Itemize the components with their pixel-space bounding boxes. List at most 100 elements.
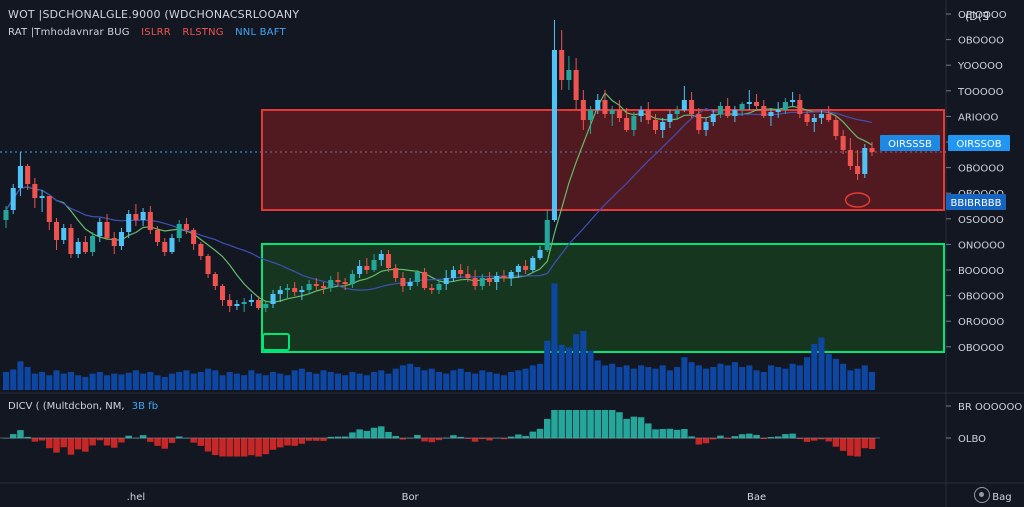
volume-bar — [472, 373, 479, 390]
histogram-bar — [479, 438, 486, 440]
candle-body — [790, 100, 796, 102]
volume-bar — [46, 375, 53, 390]
candle-body — [811, 118, 817, 122]
histogram-bar — [854, 438, 861, 457]
candle-body — [422, 272, 428, 288]
volume-bar — [804, 357, 811, 390]
volume-bar — [334, 373, 341, 390]
candle-body — [205, 256, 211, 274]
volume-bar — [832, 358, 839, 390]
candle-body — [357, 266, 363, 274]
candle-body — [313, 284, 319, 286]
histogram-bar — [53, 438, 60, 453]
candle-body — [270, 294, 276, 304]
volume-bar — [515, 370, 522, 390]
y-tick-label: OBOOOO — [958, 343, 1004, 354]
histogram-bar — [349, 432, 356, 439]
candle-body — [667, 114, 673, 122]
candle-body — [797, 100, 803, 114]
histogram-bar — [637, 417, 645, 439]
volume-bar — [82, 376, 89, 390]
histogram-bar — [67, 438, 75, 455]
candle-body — [393, 268, 399, 278]
volume-bar — [818, 337, 825, 390]
histogram-bar — [276, 438, 284, 448]
histogram-bar — [161, 438, 169, 449]
candle-body — [342, 282, 348, 284]
volume-bar — [24, 367, 31, 390]
histogram-bar — [269, 438, 277, 450]
histogram-bar — [38, 438, 46, 441]
histogram-bar — [529, 431, 537, 439]
volume-bar — [854, 368, 861, 390]
indicator-title: DICV ( (Multdcbon, NM, — [8, 401, 125, 412]
histogram-bar — [298, 438, 306, 444]
volume-bar — [60, 373, 67, 390]
histogram-bar — [74, 438, 82, 450]
candle-body — [580, 100, 586, 120]
histogram-bar — [811, 438, 818, 441]
symbol-header: WOT |SDCHONALGLE.9000 (WDCHONACSRLOOANY — [8, 8, 300, 21]
volume-bar — [17, 361, 24, 390]
volume-bar — [118, 374, 125, 390]
histogram-bar — [587, 410, 594, 439]
candle-body — [118, 232, 124, 246]
histogram-bar — [89, 438, 96, 446]
volume-bar — [789, 363, 796, 390]
volume-bar — [31, 373, 38, 390]
volume-bar — [190, 373, 197, 390]
histogram-bar — [320, 438, 327, 441]
volume-bar — [161, 376, 168, 390]
volume-bar — [421, 370, 428, 390]
candle-body — [537, 250, 543, 258]
volume-bar — [39, 371, 46, 390]
volume-bar — [219, 375, 226, 390]
volume-bar — [147, 371, 154, 390]
axis-price-label: OIRSSOB — [956, 139, 1001, 150]
candle-body — [321, 286, 327, 288]
volume-bar — [407, 363, 414, 390]
volume-bar — [573, 334, 580, 390]
histogram-bar — [645, 423, 652, 439]
camera-icon[interactable]: (D(∃ — [964, 9, 989, 23]
histogram-bar — [190, 438, 197, 443]
highlight-circle — [844, 192, 871, 208]
histogram-bar — [327, 436, 334, 439]
volume-bar — [233, 373, 240, 390]
candle-body — [588, 110, 594, 120]
x-tick-label: Bor — [402, 492, 420, 503]
candle-body — [104, 222, 110, 238]
volume-bar — [551, 283, 558, 390]
x-axis: .hel Bor Bae Bag — [127, 492, 1012, 503]
candle-body — [689, 100, 695, 114]
candle-body — [645, 110, 651, 120]
current-price-label: OIRSSSB — [888, 139, 932, 150]
volume-bar — [688, 362, 695, 390]
volume-bar — [385, 373, 392, 390]
histogram-bar — [385, 431, 392, 439]
volume-bar — [104, 375, 111, 390]
volume-bar — [435, 371, 443, 390]
y-tick-label: OROOOO — [958, 317, 1004, 328]
candle-body — [371, 260, 377, 270]
candle-body — [515, 266, 521, 272]
histogram-bar — [370, 427, 378, 439]
histogram-bar — [96, 438, 104, 441]
volume-bar — [565, 347, 572, 390]
volume-bar — [710, 367, 717, 390]
volume-bar — [67, 371, 74, 390]
histogram-bar — [825, 438, 832, 442]
x-tick-label: .hel — [127, 492, 145, 503]
histogram-bar — [31, 438, 39, 442]
candle-body — [306, 284, 312, 290]
settings-gear-icon[interactable] — [974, 487, 990, 503]
volume-bar — [10, 369, 17, 390]
candle-body — [147, 212, 153, 230]
y-tick-label: TOOOOO — [957, 87, 1004, 98]
candle-body — [61, 228, 67, 240]
candle-body — [191, 230, 197, 244]
candle-body — [328, 280, 334, 288]
y-tick-label: OEIOOOO — [958, 10, 1007, 21]
volume-bar — [262, 375, 269, 390]
